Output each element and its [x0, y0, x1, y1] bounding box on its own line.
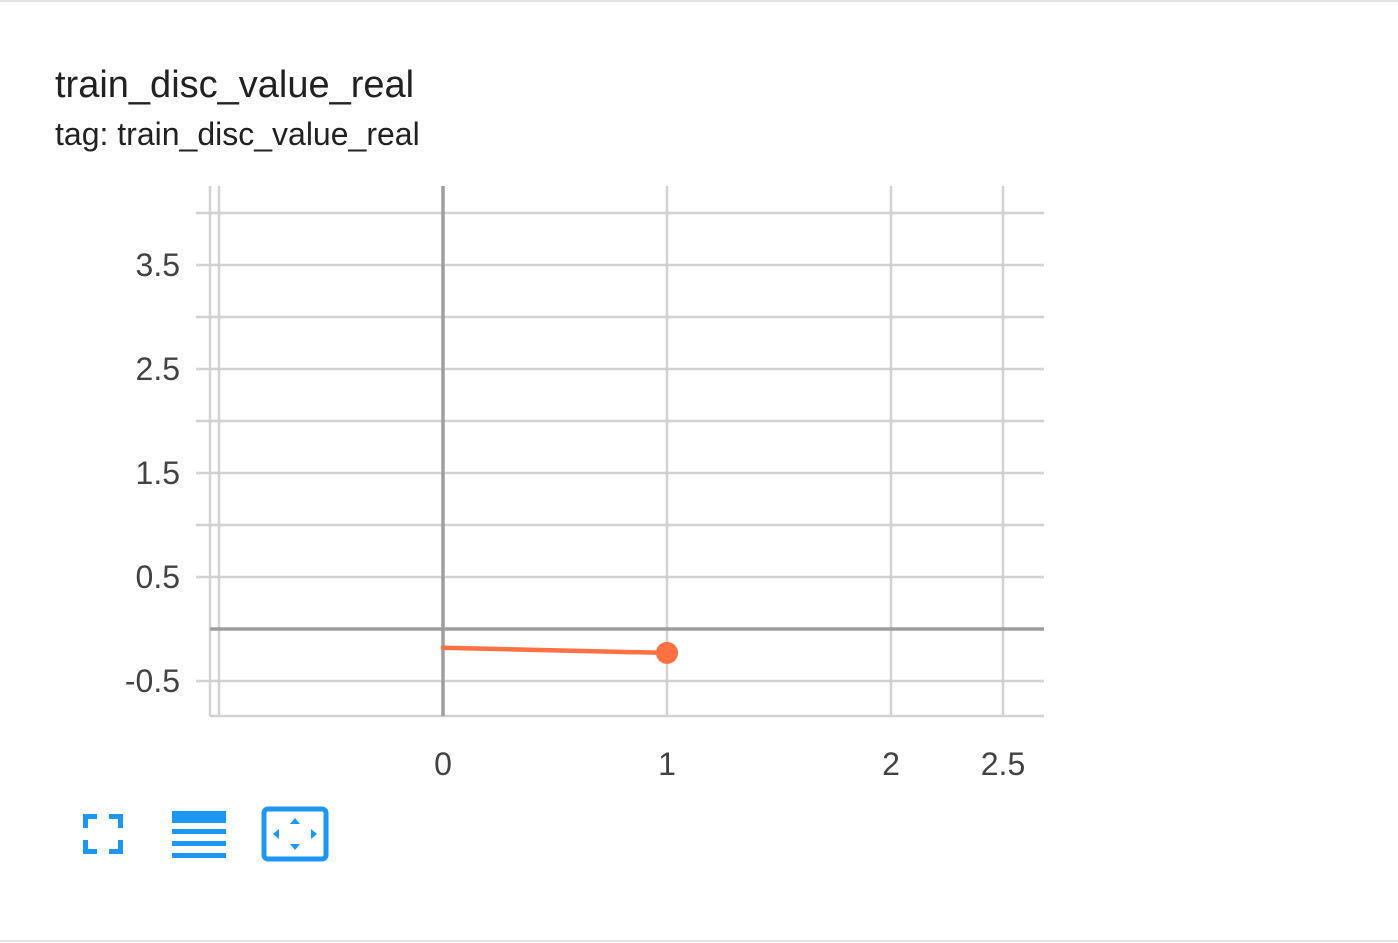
series-line[interactable] — [440, 645, 670, 656]
data-point[interactable] — [656, 641, 678, 664]
axes — [210, 186, 1044, 716]
log-scale-button[interactable] — [164, 804, 234, 864]
chart-title: train_disc_value_real — [55, 64, 415, 106]
x-tick-label: 2 — [882, 746, 900, 782]
fullscreen-icon — [83, 814, 123, 854]
card-top-border — [0, 0, 1398, 2]
y-tick-label: 2.5 — [136, 351, 180, 387]
series[interactable] — [440, 641, 678, 664]
fullscreen-button[interactable] — [68, 804, 138, 864]
fit-screen-icon — [261, 806, 329, 862]
fit-domain-button[interactable] — [260, 804, 330, 864]
x-tick-label: 1 — [658, 746, 676, 782]
line-chart[interactable]: 3.5 2.5 1.5 0.5 -0.5 0 1 2 2.5 — [0, 160, 1100, 800]
y-tick-label: 3.5 — [136, 247, 180, 283]
chart-tag-subtitle: tag: train_disc_value_real — [55, 116, 420, 152]
menu-lines-icon — [172, 811, 226, 858]
x-tick-label: 0 — [434, 746, 452, 782]
y-tick-label: 0.5 — [136, 559, 180, 595]
tick-labels: 3.5 2.5 1.5 0.5 -0.5 0 1 2 2.5 — [125, 247, 1025, 782]
grid — [196, 186, 1044, 718]
card-bottom-border — [0, 940, 1398, 942]
x-tick-label: 2.5 — [981, 746, 1025, 782]
y-tick-label: 1.5 — [136, 455, 180, 491]
y-tick-label: -0.5 — [125, 663, 180, 699]
